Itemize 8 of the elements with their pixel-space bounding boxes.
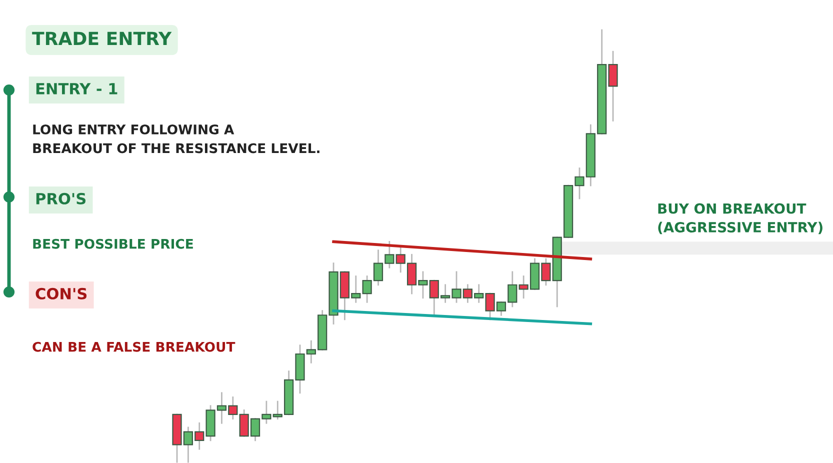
annotation: CAN BE A FALSE BREAKOUT [32, 342, 236, 352]
text: CON'S [36, 288, 87, 300]
chart-title: TRADE ENTRY [32, 32, 172, 45]
annotation: LONG ENTRY FOLLOWING A BREAKOUT OF THE RESISTANCE LEVEL. [33, 124, 320, 154]
text: PRO'S [36, 192, 86, 204]
annotation: BEST POSSIBLE PRICE [33, 238, 193, 249]
band-label: BUY ON BREAKOUT (AGGRESSIVE ENTRY) [658, 203, 822, 234]
text: ENTRY - 1 [36, 83, 118, 94]
